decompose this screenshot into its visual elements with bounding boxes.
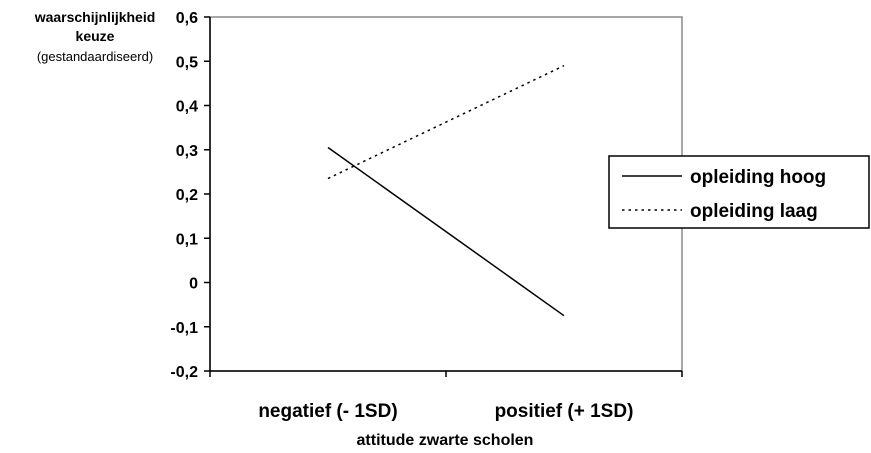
y-tick-label: 0 [189, 276, 198, 293]
x-tick-label: negatief (- 1SD) [258, 401, 397, 422]
y-tick-label: 0,4 [176, 99, 198, 116]
legend: opleiding hoog opleiding laag [608, 155, 870, 229]
y-tick-label: -0,1 [170, 320, 198, 337]
y-tick-label: 0,1 [176, 231, 198, 248]
x-ticks: negatief (- 1SD) positief (+ 1SD) [209, 371, 683, 422]
y-axis-title-line-2: keuze [76, 28, 115, 44]
y-tick-label: -0,2 [170, 364, 198, 381]
series-line-opleiding-laag [327, 64, 565, 180]
legend-box [608, 155, 870, 229]
series-lines [327, 64, 565, 317]
y-axis-title-line-3: (gestandaardiseerd) [37, 49, 153, 64]
y-tick-label: 0,2 [176, 187, 198, 204]
y-tick-label: 0,3 [176, 143, 198, 160]
y-ticks: 0,6 0,5 0,4 0,3 0,2 0,1 0 -0,1 -0,2 [170, 10, 210, 381]
legend-label-opleiding-hoog: opleiding hoog [690, 167, 826, 188]
legend-label-opleiding-laag: opleiding laag [690, 201, 818, 222]
x-tick-label: positief (+ 1SD) [495, 401, 634, 422]
series-line-opleiding-hoog [327, 146, 565, 317]
y-axis-title-line-1: waarschijnlijkheid [34, 9, 156, 25]
y-tick-label: 0,6 [176, 10, 198, 27]
y-tick-label: 0,5 [176, 54, 198, 71]
x-axis-title: attitude zwarte scholen [357, 432, 534, 449]
